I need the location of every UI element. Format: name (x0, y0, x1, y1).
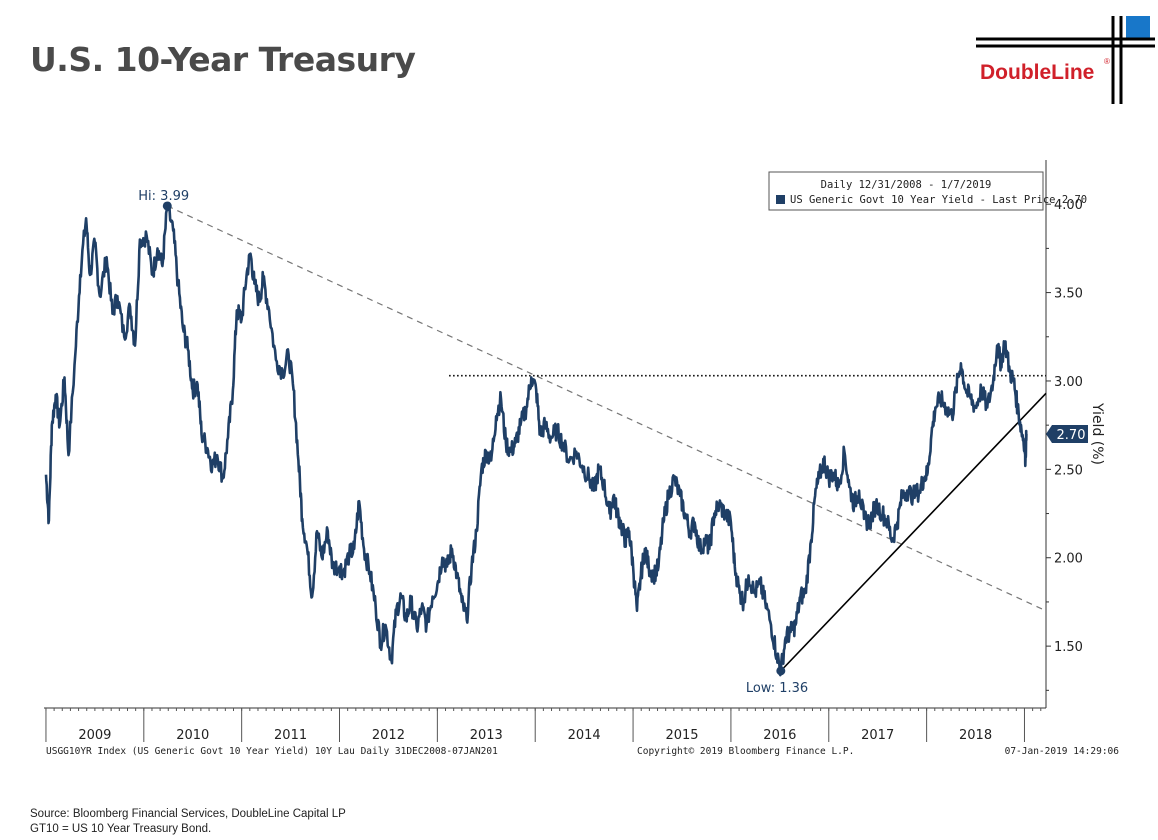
low-point-label: Low: 1.36 (746, 681, 808, 696)
source-note: Source: Bloomberg Financial Services, Do… (30, 808, 346, 820)
footer-center: Copyright© 2019 Bloomberg Finance L.P. (637, 746, 854, 757)
logo-text: DoubleLine (980, 61, 1094, 84)
x-tick-label: 2013 (470, 728, 503, 743)
x-tick-label: 2012 (372, 728, 405, 743)
legend-series-name: US Generic Govt 10 Year Yield - Last Pri… (790, 194, 1087, 206)
page-title: U.S. 10-Year Treasury (30, 40, 416, 79)
legend-box (768, 171, 1044, 211)
x-tick-label: 2018 (959, 728, 992, 743)
definition-note: GT10 = US 10 Year Treasury Bond. (30, 823, 212, 835)
uptrend-line (780, 392, 1047, 672)
footer-right: 07-Jan-2019 14:29:06 (1005, 746, 1120, 757)
high-point-label: Hi: 3.99 (138, 189, 189, 204)
x-tick-label: 2016 (763, 728, 796, 743)
high-point-marker (162, 201, 172, 211)
chart-trendlines (167, 205, 1047, 672)
y-tick-label: 1.50 (1054, 640, 1083, 655)
y-tick-label: 2.50 (1054, 463, 1083, 478)
last-price-label: 2.70 (1057, 428, 1086, 443)
legend-title: Daily 12/31/2008 - 1/7/2019 (821, 179, 992, 191)
y-axis-title: Yield (%) (1089, 402, 1105, 465)
footer-left: USGG10YR Index (US Generic Govt 10 Year … (46, 746, 498, 757)
x-tick-label: 2014 (568, 728, 601, 743)
y-tick-label: 4.00 (1054, 198, 1083, 213)
last-price-tag (1046, 425, 1088, 443)
chart-marks: Hi: 3.99 Low: 1.36 2.70 (138, 189, 1088, 696)
x-tick-label: 2017 (861, 728, 894, 743)
y-tick-label: 3.50 (1054, 287, 1083, 302)
doubleline-logo: DoubleLine ® (976, 16, 1155, 104)
y-tick-label: 3.00 (1054, 375, 1083, 390)
x-tick-label: 2011 (274, 728, 307, 743)
legend-swatch (776, 195, 785, 204)
x-tick-label: 2015 (665, 728, 698, 743)
yield-series-line (44, 201, 1028, 677)
logo-registered: ® (1104, 57, 1110, 66)
downtrend-line (167, 205, 1047, 612)
x-tick-label: 2009 (78, 728, 111, 743)
chart-legend: Daily 12/31/2008 - 1/7/2019 US Generic G… (768, 171, 1087, 211)
y-tick-label: 2.00 (1054, 552, 1083, 567)
low-point-marker (776, 666, 786, 676)
logo-blue-square (1126, 16, 1150, 40)
x-tick-label: 2010 (176, 728, 209, 743)
